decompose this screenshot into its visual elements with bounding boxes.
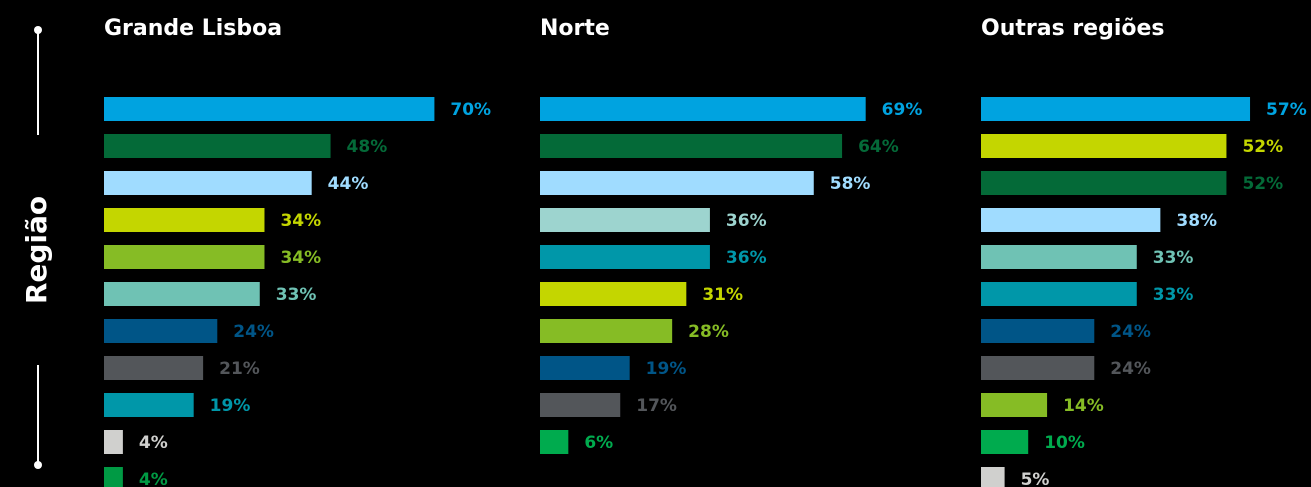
axis-dot-top [34,26,42,34]
bar [981,134,1227,158]
bar [104,393,194,417]
bar [104,430,123,454]
value-label: 31% [702,285,743,305]
bar [104,467,123,487]
value-label: 57% [1266,100,1307,120]
bar [981,393,1048,417]
value-label: 6% [584,433,613,453]
value-label: 33% [1153,285,1194,305]
value-label: 21% [219,359,260,379]
value-label: 34% [280,248,321,268]
value-label: 5% [1021,470,1050,487]
value-label: 19% [210,396,251,416]
value-label: 19% [646,359,687,379]
value-label: 14% [1063,396,1104,416]
bar [981,208,1161,232]
value-label: 33% [276,285,317,305]
value-label: 64% [858,137,899,157]
bar [540,171,814,195]
bar [981,319,1095,343]
bar [104,245,265,269]
value-label: 44% [328,174,369,194]
value-label: 34% [280,211,321,231]
bar [981,282,1137,306]
chart-title: Norte [540,16,610,41]
value-label: 48% [347,137,388,157]
value-label: 36% [726,211,767,231]
value-label: 24% [233,322,274,342]
value-label: 24% [1110,322,1151,342]
bar [104,356,204,380]
bar [981,171,1227,195]
bar [540,134,843,158]
value-label: 4% [139,433,168,453]
value-label: 28% [688,322,729,342]
bar [104,171,312,195]
bar [540,356,630,380]
bar [540,319,673,343]
bar [981,467,1005,487]
value-label: 69% [882,100,923,120]
chart-title: Outras regiões [981,16,1165,41]
bar [104,97,435,121]
value-label: 10% [1044,433,1085,453]
bar [981,97,1251,121]
bar [104,208,265,232]
value-label: 17% [636,396,677,416]
chart-title: Grande Lisboa [104,16,282,41]
bar [540,245,710,269]
axis-dot-bottom [34,461,42,469]
bar [104,319,218,343]
value-label: 4% [139,470,168,487]
value-label: 58% [830,174,871,194]
bar [540,393,621,417]
value-label: 52% [1242,137,1283,157]
value-label: 36% [726,248,767,268]
value-label: 38% [1176,211,1217,231]
bar [104,134,331,158]
value-label: 70% [450,100,491,120]
value-label: 24% [1110,359,1151,379]
bar [540,208,710,232]
bar [540,430,569,454]
bar [540,97,866,121]
value-label: 33% [1153,248,1194,268]
bar [981,356,1095,380]
bar [981,245,1137,269]
bar [540,282,687,306]
axis-label: Região [20,196,53,304]
bar [981,430,1029,454]
value-label: 52% [1242,174,1283,194]
bar [104,282,260,306]
